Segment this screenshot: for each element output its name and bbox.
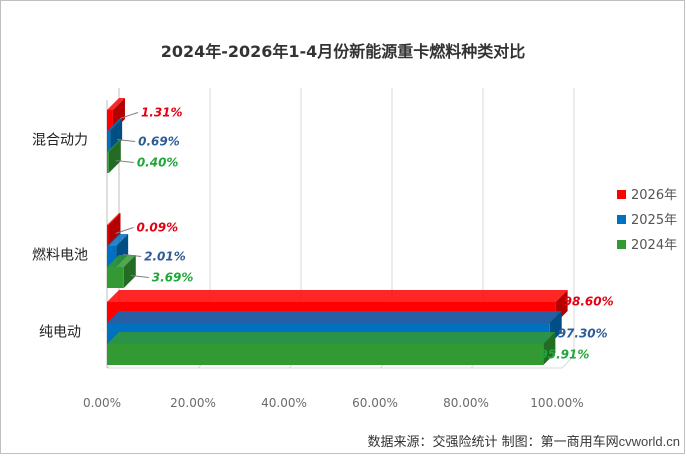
bar-side-face [108,213,121,246]
bar-top-face [107,290,568,302]
legend-swatch [617,215,626,224]
bar-top-face [107,213,121,225]
bar-front-face [107,246,117,267]
bar [107,255,136,288]
bar [107,140,121,173]
data-label: 0.69% [138,135,180,149]
watermark: cvworld.cn [619,434,680,449]
x-tick-label: 40.00% [261,396,307,410]
bar [107,332,556,365]
data-label: 1.31% [141,106,183,120]
bars [107,98,568,365]
data-label: 98.60% [564,295,614,309]
source-note-text: 数据来源：交强险统计 制图：第一商用车网 [367,434,618,450]
x-tick-label: 80.00% [443,396,489,410]
data-label: 95.91% [539,348,589,362]
bar [107,119,123,152]
bar-front-face [107,110,113,131]
bar-side-face [123,255,136,288]
data-label: 0.40% [137,156,179,170]
legend-swatch [617,240,626,249]
category-label: 纯电动 [39,325,81,341]
data-label-leader [115,227,134,234]
x-tick-label: 20.00% [170,396,216,410]
data-label-leader [123,254,142,257]
bar-front-face [107,267,124,288]
data-label: 97.30% [558,327,608,341]
x-tick-label: 100.00% [530,396,583,410]
legend: 2026年 2025年 2024年 [617,188,677,253]
bar-top-face [107,255,136,267]
data-label-leader [117,139,136,142]
gridline-floor [561,355,575,369]
bar-front-face [107,344,544,365]
data-label-leader [130,275,149,278]
bar [107,213,121,246]
bar-top-face [107,311,562,323]
legend-label: 2026年 [631,188,677,203]
bar-side-face [108,140,121,173]
bar-side-face [543,332,556,365]
bar-front-face [107,131,111,152]
bar-front-face [107,225,109,246]
x-tick-label: 0.00% [83,396,121,410]
data-label: 0.09% [137,221,179,235]
legend-label: 2024年 [631,238,677,253]
bar-side-face [110,119,123,152]
bar-front-face [107,152,109,173]
data-labels: 1.31% 0.69% 0.40% 0.09% 2.01% 3.69% 98.60% 97.3… [115,106,614,362]
data-label: 2.01% [144,250,186,264]
legend-label: 2025年 [631,213,677,228]
data-label-leader [119,112,139,119]
bar-top-face [107,234,129,246]
legend-swatch [617,190,626,199]
data-label-leader [115,160,134,163]
bar-top-face [107,140,121,152]
category-label: 燃料电池 [32,247,88,264]
bar-top-face [107,332,556,344]
x-tick-labels: 0.00% 20.00% 40.00% 60.00% 80.00% 100.00% [83,396,584,410]
chart-title: 2024年-2026年1-4月份新能源重卡燃料种类对比 [161,42,526,61]
data-label: 3.69% [152,271,194,285]
bar-top-face [107,98,125,110]
source-note: 数据来源：交强险统计 制图：第一商用车网cvworld.cn [367,434,680,450]
category-label: 混合动力 [32,133,88,149]
x-tick-label: 60.00% [352,396,398,410]
bar-top-face [107,119,123,131]
